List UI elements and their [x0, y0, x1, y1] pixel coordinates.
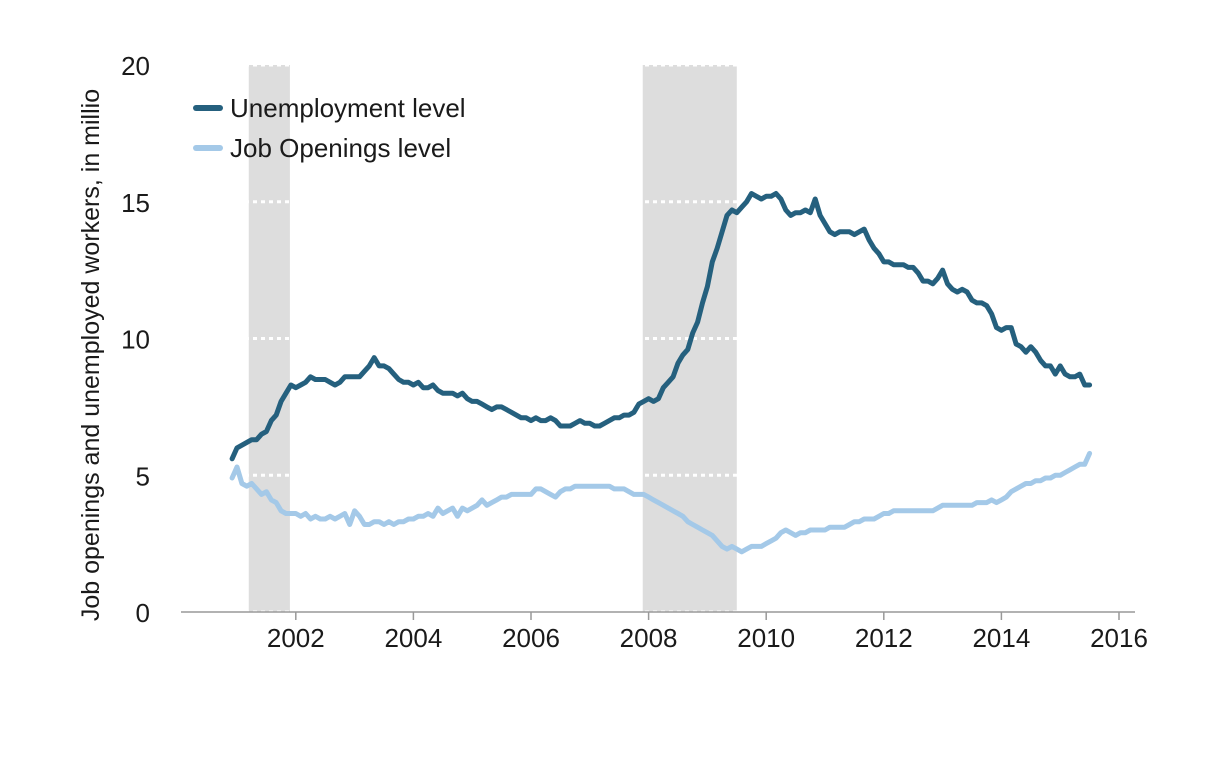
y-tick-label-20: 20 — [121, 51, 150, 81]
y-tick-label-10: 10 — [121, 325, 150, 355]
legend-label-2: Job Openings level — [230, 133, 451, 163]
x-tick-label-2014: 2014 — [972, 623, 1030, 653]
x-tick-label-2004: 2004 — [384, 623, 442, 653]
series-lines — [229, 191, 1093, 555]
x-tick-label-2010: 2010 — [737, 623, 795, 653]
y-tick-label-0: 0 — [136, 598, 150, 628]
legend: Unemployment level Job Openings level — [193, 93, 466, 163]
x-tick-label-2006: 2006 — [502, 623, 560, 653]
y-tick-label-5: 5 — [136, 461, 150, 491]
series-line-2 — [229, 450, 1093, 555]
series-line-1 — [229, 191, 1093, 462]
axes: 2002 2004 2006 2008 2010 2012 2014 2016 0 5 10 15 20 — [121, 51, 1148, 653]
x-tick-label-2008: 2008 — [620, 623, 678, 653]
x-tick-label-2016: 2016 — [1090, 623, 1148, 653]
y-tick-label-15: 15 — [121, 188, 150, 218]
y-axis-title: Job openings and unemployed workers, in … — [77, 89, 105, 621]
x-tick-label-2002: 2002 — [267, 623, 325, 653]
x-tick-label-2012: 2012 — [855, 623, 913, 653]
legend-label-1: Unemployment level — [230, 93, 466, 123]
